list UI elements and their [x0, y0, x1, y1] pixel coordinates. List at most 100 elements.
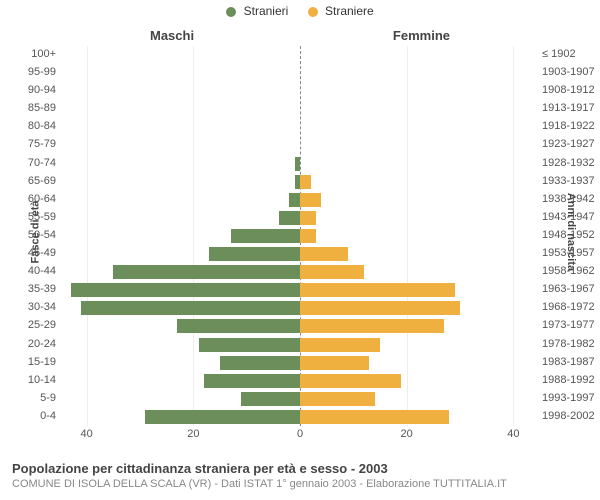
- age-label: 5-9: [6, 392, 56, 404]
- bar-male: [81, 301, 300, 315]
- birth-year-label: 1963-1967: [542, 283, 600, 295]
- bar-male: [113, 265, 300, 279]
- birth-year-label: 1993-1997: [542, 392, 600, 404]
- chart-title: Popolazione per cittadinanza straniera p…: [12, 461, 588, 476]
- birth-year-label: 1948-1952: [542, 229, 600, 241]
- bar-male: [231, 229, 300, 243]
- bar-female: [300, 356, 369, 370]
- age-label: 100+: [6, 48, 56, 60]
- birth-year-label: 1973-1977: [542, 319, 600, 331]
- bar-female: [300, 374, 401, 388]
- bar-female: [300, 193, 321, 207]
- x-axis-ticks: 40 20 0 20 40: [60, 426, 540, 446]
- bar-male: [204, 374, 300, 388]
- pyramid-row: 50-541948-1952: [60, 227, 540, 245]
- side-title-male: Maschi: [150, 28, 194, 43]
- side-title-female: Femmine: [393, 28, 450, 43]
- age-label: 90-94: [6, 84, 56, 96]
- pyramid-row: 80-841918-1922: [60, 118, 540, 136]
- x-tick: 40: [507, 428, 519, 440]
- bar-female: [300, 211, 316, 225]
- pyramid-row: 30-341968-1972: [60, 299, 540, 317]
- pyramid-row: 40-441958-1962: [60, 263, 540, 281]
- x-tick: 20: [401, 428, 413, 440]
- birth-year-label: 1958-1962: [542, 265, 600, 277]
- bar-female: [300, 410, 449, 424]
- age-label: 70-74: [6, 157, 56, 169]
- bar-male: [220, 356, 300, 370]
- x-tick: 20: [187, 428, 199, 440]
- bar-female: [300, 392, 375, 406]
- plot-area: Fasce di età Anni di nascita 402002040 1…: [60, 46, 540, 426]
- chart-footer: Popolazione per cittadinanza straniera p…: [12, 461, 588, 490]
- bar-male: [177, 319, 300, 333]
- age-label: 0-4: [6, 410, 56, 422]
- chart-subtitle: COMUNE DI ISOLA DELLA SCALA (VR) - Dati …: [12, 478, 588, 490]
- pyramid-row: 35-391963-1967: [60, 281, 540, 299]
- age-label: 60-64: [6, 193, 56, 205]
- age-label: 80-84: [6, 120, 56, 132]
- circle-icon: [226, 7, 236, 17]
- birth-year-label: 1978-1982: [542, 338, 600, 350]
- pyramid-row: 15-191983-1987: [60, 354, 540, 372]
- bar-male: [199, 338, 300, 352]
- pyramid-row: 90-941908-1912: [60, 82, 540, 100]
- pyramid-row: 70-741928-1932: [60, 155, 540, 173]
- legend: Stranieri Straniere: [0, 4, 600, 18]
- age-label: 65-69: [6, 175, 56, 187]
- circle-icon: [308, 7, 318, 17]
- birth-year-label: 1953-1957: [542, 247, 600, 259]
- bar-female: [300, 229, 316, 243]
- bar-female: [300, 175, 311, 189]
- bar-female: [300, 247, 348, 261]
- age-label: 35-39: [6, 283, 56, 295]
- pyramid-row: 0-41998-2002: [60, 408, 540, 426]
- pyramid-row: 10-141988-1992: [60, 372, 540, 390]
- age-label: 45-49: [6, 247, 56, 259]
- birth-year-label: 1923-1927: [542, 138, 600, 150]
- birth-year-label: 1918-1922: [542, 120, 600, 132]
- birth-year-label: 1968-1972: [542, 301, 600, 313]
- pyramid-row: 45-491953-1957: [60, 245, 540, 263]
- bar-female: [300, 301, 460, 315]
- age-label: 20-24: [6, 338, 56, 350]
- bar-male: [71, 283, 300, 297]
- pyramid-row: 65-691933-1937: [60, 173, 540, 191]
- birth-year-label: ≤ 1902: [542, 48, 600, 60]
- age-label: 75-79: [6, 138, 56, 150]
- pyramid-row: 60-641938-1942: [60, 191, 540, 209]
- pyramid-row: 95-991903-1907: [60, 64, 540, 82]
- x-tick: 0: [297, 428, 303, 440]
- age-label: 40-44: [6, 265, 56, 277]
- pyramid-row: 20-241978-1982: [60, 336, 540, 354]
- birth-year-label: 1988-1992: [542, 374, 600, 386]
- birth-year-label: 1943-1947: [542, 211, 600, 223]
- birth-year-label: 1913-1917: [542, 102, 600, 114]
- pyramid-row: 55-591943-1947: [60, 209, 540, 227]
- birth-year-label: 1903-1907: [542, 66, 600, 78]
- legend-male-label: Stranieri: [244, 4, 289, 18]
- bar-female: [300, 338, 380, 352]
- age-label: 85-89: [6, 102, 56, 114]
- birth-year-label: 1938-1942: [542, 193, 600, 205]
- age-label: 15-19: [6, 356, 56, 368]
- bar-male: [209, 247, 300, 261]
- age-label: 25-29: [6, 319, 56, 331]
- bar-male: [145, 410, 300, 424]
- birth-year-label: 1998-2002: [542, 410, 600, 422]
- bar-female: [300, 265, 364, 279]
- x-tick: 40: [81, 428, 93, 440]
- pyramid-row: 25-291973-1977: [60, 317, 540, 335]
- birth-year-label: 1983-1987: [542, 356, 600, 368]
- legend-female: Straniere: [308, 4, 374, 18]
- legend-female-label: Straniere: [325, 4, 374, 18]
- age-label: 95-99: [6, 66, 56, 78]
- legend-male: Stranieri: [226, 4, 288, 18]
- pyramid-row: 100+≤ 1902: [60, 46, 540, 64]
- pyramid-row: 75-791923-1927: [60, 136, 540, 154]
- bar-male: [295, 157, 300, 171]
- bar-male: [289, 193, 300, 207]
- bar-female: [300, 319, 444, 333]
- age-label: 50-54: [6, 229, 56, 241]
- birth-year-label: 1928-1932: [542, 157, 600, 169]
